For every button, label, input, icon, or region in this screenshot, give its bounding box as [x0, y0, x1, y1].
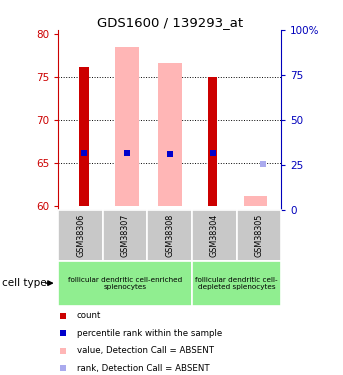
Bar: [208, 77, 217, 206]
Bar: [58, 210, 103, 261]
Bar: [244, 196, 267, 206]
Bar: [103, 210, 147, 261]
Bar: [115, 47, 139, 206]
Title: GDS1600 / 139293_at: GDS1600 / 139293_at: [97, 16, 243, 29]
Bar: [58, 261, 192, 306]
Bar: [147, 210, 192, 261]
Text: rank, Detection Call = ABSENT: rank, Detection Call = ABSENT: [77, 364, 210, 373]
Bar: [192, 210, 237, 261]
Text: follicular dendritic cell-
depleted splenocytes: follicular dendritic cell- depleted sple…: [196, 277, 278, 290]
Bar: [192, 261, 281, 306]
Text: count: count: [77, 311, 101, 320]
Text: cell type: cell type: [2, 278, 46, 288]
Text: GSM38307: GSM38307: [121, 214, 130, 257]
Text: percentile rank within the sample: percentile rank within the sample: [77, 328, 222, 338]
Text: follicular dendritic cell-enriched
splenocytes: follicular dendritic cell-enriched splen…: [68, 277, 182, 290]
Bar: [158, 63, 181, 206]
Bar: [79, 67, 89, 206]
Text: value, Detection Call = ABSENT: value, Detection Call = ABSENT: [77, 346, 214, 355]
Text: GSM38304: GSM38304: [210, 214, 219, 257]
Bar: [237, 210, 281, 261]
Text: GSM38308: GSM38308: [165, 214, 174, 257]
Text: GSM38305: GSM38305: [255, 214, 263, 257]
Text: GSM38306: GSM38306: [76, 214, 85, 257]
